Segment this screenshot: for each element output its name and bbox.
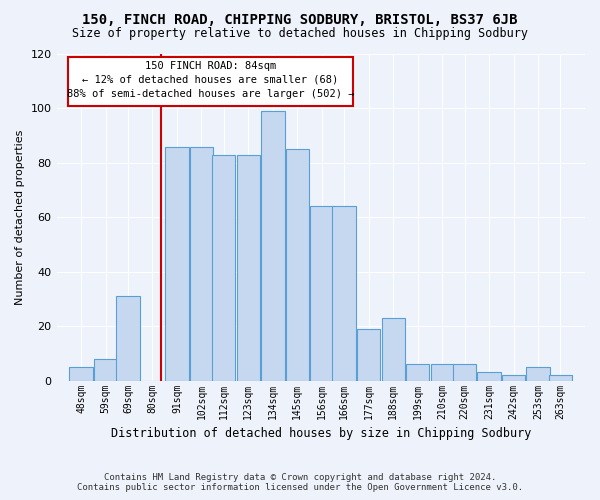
Bar [478,372,501,380]
Text: 150, FINCH ROAD, CHIPPING SODBURY, BRISTOL, BS37 6JB: 150, FINCH ROAD, CHIPPING SODBURY, BRIST… [82,12,518,26]
Bar [453,364,476,380]
Bar [286,150,309,380]
Bar [261,111,284,380]
Bar [310,206,334,380]
Bar [526,367,550,380]
Bar [68,56,353,106]
Bar [190,146,213,380]
Bar [382,318,405,380]
Bar [165,146,188,380]
Bar [236,154,260,380]
Bar [332,206,356,380]
Text: 88% of semi-detached houses are larger (502) →: 88% of semi-detached houses are larger (… [67,89,354,99]
Y-axis label: Number of detached properties: Number of detached properties [15,130,25,305]
Bar [70,367,93,380]
Text: Size of property relative to detached houses in Chipping Sodbury: Size of property relative to detached ho… [72,28,528,40]
Bar [94,359,118,380]
Bar [431,364,454,380]
Bar [116,296,140,380]
X-axis label: Distribution of detached houses by size in Chipping Sodbury: Distribution of detached houses by size … [110,427,531,440]
Bar [549,375,572,380]
Bar [502,375,526,380]
Text: Contains HM Land Registry data © Crown copyright and database right 2024.
Contai: Contains HM Land Registry data © Crown c… [77,473,523,492]
Bar [212,154,235,380]
Text: ← 12% of detached houses are smaller (68): ← 12% of detached houses are smaller (68… [82,75,338,85]
Bar [406,364,430,380]
Text: 150 FINCH ROAD: 84sqm: 150 FINCH ROAD: 84sqm [145,61,276,71]
Bar [357,329,380,380]
